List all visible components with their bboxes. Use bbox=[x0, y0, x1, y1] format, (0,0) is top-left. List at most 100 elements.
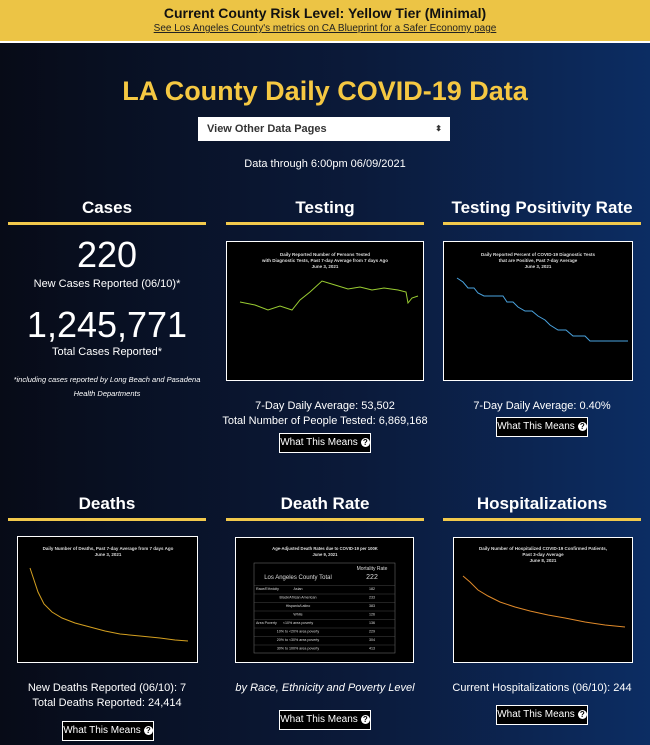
help-icon: ? bbox=[577, 421, 587, 431]
thumbnail-title: Daily Number of Hospitalized COVID-19 Co… bbox=[479, 546, 607, 551]
table-cell: Hispanic/Latino bbox=[286, 604, 311, 608]
thumbnail-frame bbox=[226, 241, 424, 381]
cases-note: *including cases reported by Long Beach … bbox=[13, 375, 201, 384]
what-this-means-button[interactable]: What This Means? bbox=[496, 417, 588, 437]
thumbnail-line bbox=[462, 575, 626, 628]
thumbnail-title: Daily Number of Deaths, Past 7-day Avera… bbox=[43, 546, 174, 551]
help-icon: ? bbox=[143, 725, 153, 735]
deaths-thumbnail[interactable]: Daily Number of Deaths, Past 7-day Avera… bbox=[17, 536, 198, 663]
table-cell: 10% to <20% area poverty bbox=[277, 630, 320, 634]
button-label: What This Means bbox=[497, 709, 575, 720]
thumbnail-title: Daily Reported Percent of COVID-19 Diagn… bbox=[481, 252, 595, 257]
banner-link[interactable]: See Los Angeles County's metrics on CA B… bbox=[153, 23, 497, 34]
what-this-means-button[interactable]: What This Means? bbox=[62, 721, 154, 741]
death-rate-thumbnail[interactable]: Age-Adjusted Death Rates due to COVID-19… bbox=[235, 537, 414, 663]
stat: 7-Day Daily Average: 0.40% bbox=[473, 400, 611, 412]
table-cell: 20% to <30% area poverty bbox=[277, 638, 320, 642]
thumbnail-frame bbox=[17, 536, 198, 663]
stat: Total Deaths Reported: 24,414 bbox=[32, 697, 182, 709]
table-frame bbox=[253, 562, 396, 654]
stat: 7-Day Daily Average: 53,502 bbox=[255, 400, 395, 412]
thumbnail-line bbox=[456, 277, 628, 342]
table-total-label: Los Angeles County Total bbox=[264, 575, 332, 581]
thumbnail-line bbox=[239, 280, 419, 311]
button-label: What This Means bbox=[280, 437, 358, 448]
new-cases: 220 bbox=[76, 234, 138, 275]
thumbnail-title: Daily Reported Number of Persons Tested bbox=[280, 252, 370, 257]
section-title: Deaths bbox=[78, 494, 136, 513]
table-cell: Black/African American bbox=[280, 596, 317, 600]
help-icon: ? bbox=[360, 437, 370, 447]
total-cases-label: Total Cases Reported* bbox=[51, 346, 163, 358]
underline bbox=[443, 222, 641, 225]
hospitalizations-thumbnail[interactable]: Daily Number of Hospitalized COVID-19 Co… bbox=[453, 537, 633, 663]
table-cell: 229 bbox=[369, 630, 375, 634]
table-cell: 136 bbox=[369, 621, 375, 625]
thumbnail-title: June 8, 2021 bbox=[530, 558, 557, 563]
thumbnail-frame bbox=[443, 241, 633, 381]
section-title: Hospitalizations bbox=[476, 494, 608, 513]
underline bbox=[8, 222, 206, 225]
table-cell: White bbox=[293, 613, 302, 617]
banner-title: Current County Risk Level: Yellow Tier (… bbox=[163, 5, 487, 21]
thumbnail-frame bbox=[235, 537, 414, 663]
table-cell: 30% to 100% area poverty bbox=[277, 647, 320, 651]
data-date: Data through 6:00pm 06/09/2021 bbox=[244, 158, 406, 170]
button-label: What This Means bbox=[63, 725, 141, 736]
underline bbox=[443, 518, 641, 521]
what-this-means-button[interactable]: What This Means? bbox=[496, 705, 588, 725]
caption: by Race, Ethnicity and Poverty Level bbox=[235, 682, 415, 694]
select-label: View Other Data Pages bbox=[207, 123, 327, 135]
banner: Current County Risk Level: Yellow Tier (… bbox=[0, 0, 650, 43]
table-cell: Area Poverty bbox=[256, 621, 277, 625]
table-rows: Race/Ethnicity Asian 182 Black/African Amer… bbox=[254, 585, 395, 651]
positivity-thumbnail[interactable]: Daily Reported Percent of COVID-19 Diagn… bbox=[443, 241, 633, 381]
table-cell: 233 bbox=[369, 596, 375, 600]
thumbnail-title: June 3, 2021 bbox=[312, 264, 339, 269]
table-cell: 126 bbox=[369, 613, 375, 617]
table-cell: 383 bbox=[369, 604, 375, 608]
table-cell: 182 bbox=[369, 587, 375, 591]
section-title: Testing bbox=[295, 198, 355, 217]
underline bbox=[8, 518, 206, 521]
testing-thumbnail[interactable]: Daily Reported Number of Persons Tested … bbox=[226, 241, 424, 381]
page-select[interactable]: View Other Data Pages ⬍ bbox=[198, 117, 450, 141]
section-title: Death Rate bbox=[280, 494, 370, 513]
button-label: What This Means bbox=[280, 714, 358, 725]
select-arrow: ⬍ bbox=[435, 124, 442, 133]
page-title: LA County Daily COVID-19 Data bbox=[122, 76, 528, 106]
thumbnail-title: June 9, 2021 bbox=[313, 552, 339, 557]
stat: Total Number of People Tested: 6,869,168 bbox=[222, 415, 428, 427]
underline bbox=[226, 222, 424, 225]
stat: Current Hospitalizations (06/10): 244 bbox=[452, 682, 632, 694]
total-cases: 1,245,771 bbox=[26, 304, 188, 345]
table-total-value: 222 bbox=[366, 574, 378, 581]
thumbnail-frame bbox=[453, 537, 633, 663]
section-title: Testing Positivity Rate bbox=[451, 198, 633, 217]
what-this-means-button[interactable]: What This Means? bbox=[279, 433, 371, 453]
new-cases-label: New Cases Reported (06/10)* bbox=[33, 278, 181, 290]
thumbnail-title: June 3, 2021 bbox=[525, 264, 552, 269]
table-cell: Asian bbox=[294, 587, 303, 591]
section-title: Cases bbox=[81, 198, 133, 217]
thumbnail-title: with Diagnostic Tests, Past 7-day Averag… bbox=[261, 258, 388, 263]
table-cell: Race/Ethnicity bbox=[256, 587, 279, 591]
cases-note: Health Departments bbox=[73, 389, 141, 398]
thumbnail-title: Past 3-day Average bbox=[522, 552, 564, 557]
thumbnail-line bbox=[29, 567, 189, 642]
table-header: Mortality Rate bbox=[357, 566, 388, 572]
thumbnail-title: Age-Adjusted Death Rates due to COVID-19… bbox=[272, 546, 378, 551]
stat: New Deaths Reported (06/10): 7 bbox=[27, 682, 187, 694]
help-icon: ? bbox=[360, 714, 370, 724]
thumbnail-title: that are Positive, Past 7-day Average bbox=[499, 258, 578, 263]
thumbnail-title: June 3, 2021 bbox=[95, 552, 122, 557]
table-cell: 304 bbox=[369, 638, 375, 642]
table-cell: 413 bbox=[369, 647, 375, 651]
what-this-means-button[interactable]: What This Means? bbox=[279, 710, 371, 730]
underline bbox=[226, 518, 424, 521]
help-icon: ? bbox=[577, 709, 587, 719]
button-label: What This Means bbox=[497, 421, 575, 432]
table-cell: <10% area poverty bbox=[283, 621, 313, 625]
